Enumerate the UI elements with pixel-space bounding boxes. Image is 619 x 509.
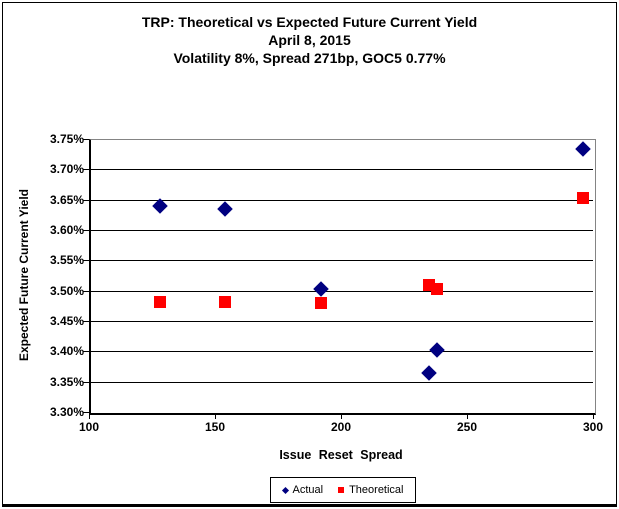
x-tick-label: 200 — [330, 420, 352, 434]
y-tick-label: 3.55% — [49, 253, 84, 267]
y-tick-mark — [83, 230, 89, 231]
h-gridline — [89, 351, 593, 352]
y-tick-label: 3.50% — [49, 284, 84, 298]
y-tick-mark — [83, 412, 89, 413]
y-tick-label: 3.75% — [49, 132, 84, 146]
y-tick-mark — [83, 200, 89, 201]
legend-item-theoretical: Theoretical — [338, 484, 404, 496]
chart-subtitle-date: April 8, 2015 — [268, 32, 351, 48]
plot-area — [89, 139, 596, 415]
data-point-theoretical — [314, 297, 327, 310]
legend-item-actual: Actual — [281, 484, 324, 496]
x-tick-label: 150 — [204, 420, 226, 434]
h-gridline — [89, 260, 593, 261]
h-gridline — [89, 291, 593, 292]
h-gridline — [89, 230, 593, 231]
y-tick-mark — [83, 169, 89, 170]
y-tick-mark — [83, 291, 89, 292]
y-tick-label: 3.40% — [49, 344, 84, 358]
x-tick-label: 300 — [582, 420, 604, 434]
data-point-theoretical — [576, 192, 589, 205]
y-tick-label: 3.70% — [49, 162, 84, 176]
h-gridline — [89, 169, 593, 170]
y-tick-label: 3.45% — [49, 314, 84, 328]
y-tick-mark — [83, 321, 89, 322]
y-tick-mark — [83, 139, 89, 140]
chart-title-block: TRP: Theoretical vs Expected Future Curr… — [0, 13, 619, 67]
h-gridline — [89, 200, 593, 201]
chart-subtitle-params: Volatility 8%, Spread 271bp, GOC5 0.77% — [173, 50, 446, 66]
legend-label-actual: Actual — [292, 484, 324, 496]
data-point-theoretical — [153, 296, 166, 309]
chart-title: TRP: Theoretical vs Expected Future Curr… — [141, 14, 478, 30]
y-tick-label: 3.30% — [49, 405, 84, 419]
y-tick-label: 3.65% — [49, 193, 84, 207]
h-gridline — [89, 382, 593, 383]
x-axis-title: Issue Reset Spread — [279, 448, 403, 462]
y-tick-mark — [83, 351, 89, 352]
data-point-theoretical — [219, 296, 232, 309]
y-tick-mark — [83, 260, 89, 261]
x-tick-label: 100 — [78, 420, 100, 434]
x-tick-label: 250 — [456, 420, 478, 434]
x-tick-mark — [89, 414, 90, 419]
x-tick-mark — [341, 414, 342, 419]
x-tick-mark — [593, 414, 594, 419]
x-tick-mark — [215, 414, 216, 419]
actual-diamond-icon — [281, 486, 289, 494]
y-tick-label: 3.35% — [49, 375, 84, 389]
legend: Actual Theoretical — [270, 477, 416, 503]
y-tick-label: 3.60% — [49, 223, 84, 237]
legend-label-theoretical: Theoretical — [349, 484, 404, 496]
data-point-theoretical — [430, 283, 443, 296]
y-tick-mark — [83, 382, 89, 383]
h-gridline — [89, 321, 593, 322]
x-tick-mark — [467, 414, 468, 419]
theoretical-square-icon — [338, 487, 345, 493]
